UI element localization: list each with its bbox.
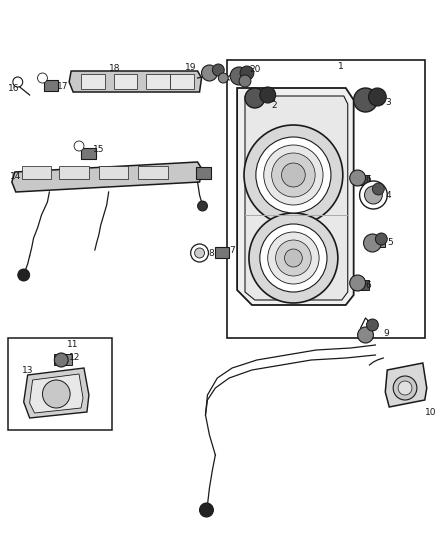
Text: 15: 15 <box>93 145 104 154</box>
Polygon shape <box>24 368 89 418</box>
Text: 1: 1 <box>338 62 344 71</box>
Circle shape <box>74 141 84 151</box>
Text: 4: 4 <box>385 191 391 200</box>
Circle shape <box>13 77 23 87</box>
Circle shape <box>18 269 30 281</box>
Circle shape <box>244 125 343 225</box>
Text: 16: 16 <box>8 84 19 93</box>
Circle shape <box>198 201 208 211</box>
Bar <box>138 166 168 179</box>
Bar <box>196 167 212 179</box>
Text: 6: 6 <box>366 175 371 184</box>
Circle shape <box>398 381 412 395</box>
Text: 19: 19 <box>185 63 196 72</box>
Circle shape <box>260 224 327 292</box>
Circle shape <box>282 163 305 187</box>
Bar <box>353 280 370 290</box>
Text: 7: 7 <box>229 246 235 255</box>
Bar <box>252 90 274 100</box>
Bar <box>22 166 51 179</box>
Circle shape <box>249 213 338 303</box>
Polygon shape <box>237 88 353 305</box>
Circle shape <box>256 137 331 213</box>
Circle shape <box>285 249 302 267</box>
Bar <box>81 74 105 89</box>
Text: 9: 9 <box>383 329 389 338</box>
Circle shape <box>239 75 251 87</box>
Circle shape <box>201 65 217 81</box>
Circle shape <box>54 353 68 367</box>
Circle shape <box>268 232 319 284</box>
Bar <box>59 166 89 179</box>
Circle shape <box>240 66 254 80</box>
Circle shape <box>276 240 311 276</box>
Circle shape <box>194 248 205 258</box>
Circle shape <box>230 67 248 85</box>
Circle shape <box>364 186 382 204</box>
Bar <box>44 80 58 91</box>
Text: 6: 6 <box>366 281 371 290</box>
Bar <box>54 354 72 365</box>
Text: 2: 2 <box>272 101 277 110</box>
Circle shape <box>360 181 387 209</box>
Circle shape <box>272 153 315 197</box>
Bar <box>8 338 112 430</box>
Circle shape <box>191 244 208 262</box>
Text: 5: 5 <box>387 238 393 247</box>
Circle shape <box>260 87 276 103</box>
Polygon shape <box>30 374 83 413</box>
Bar <box>113 74 138 89</box>
Bar <box>363 93 382 104</box>
Circle shape <box>264 145 323 205</box>
Text: 14: 14 <box>10 172 21 181</box>
Text: 12: 12 <box>69 353 81 362</box>
Bar <box>353 175 370 185</box>
Text: 13: 13 <box>22 366 33 375</box>
Polygon shape <box>12 162 202 192</box>
Circle shape <box>350 275 366 291</box>
Text: 17: 17 <box>57 82 69 91</box>
Circle shape <box>375 233 387 245</box>
Text: 8: 8 <box>208 249 214 258</box>
Bar <box>99 166 128 179</box>
Bar <box>368 237 385 247</box>
Circle shape <box>368 88 386 106</box>
Circle shape <box>372 183 384 195</box>
Bar <box>170 74 194 89</box>
Circle shape <box>350 170 366 186</box>
Polygon shape <box>385 363 427 407</box>
Circle shape <box>245 88 265 108</box>
Polygon shape <box>245 96 348 300</box>
Circle shape <box>393 376 417 400</box>
Circle shape <box>200 503 213 517</box>
Text: 3: 3 <box>385 98 391 107</box>
Circle shape <box>38 73 47 83</box>
Circle shape <box>364 234 381 252</box>
Text: 11: 11 <box>67 340 79 349</box>
Bar <box>146 74 170 89</box>
Circle shape <box>42 380 70 408</box>
Bar <box>215 247 229 258</box>
Text: 20: 20 <box>249 65 260 74</box>
Bar <box>81 148 96 159</box>
Polygon shape <box>69 71 201 92</box>
Circle shape <box>357 327 374 343</box>
Circle shape <box>218 73 228 83</box>
Bar <box>227 60 425 338</box>
Circle shape <box>367 319 378 331</box>
Circle shape <box>353 88 378 112</box>
Text: 18: 18 <box>109 64 120 73</box>
Text: 10: 10 <box>425 408 436 417</box>
Circle shape <box>212 64 224 76</box>
